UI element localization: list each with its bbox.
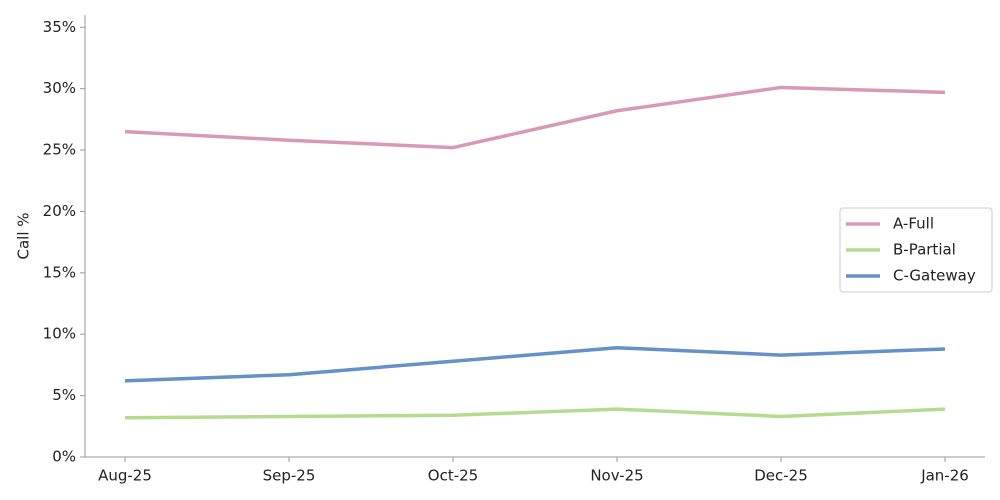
y-tick-label: 0% xyxy=(52,448,76,466)
x-tick-label: Nov-25 xyxy=(590,467,643,485)
x-tick-label: Dec-25 xyxy=(754,467,808,485)
legend-label: B-Partial xyxy=(893,241,956,259)
series-line xyxy=(124,85,946,150)
series-line xyxy=(124,345,946,383)
series-line xyxy=(124,407,946,420)
x-tick-label: Oct-25 xyxy=(428,467,478,485)
y-tick-label: 15% xyxy=(43,263,76,281)
y-tick-label: 35% xyxy=(43,18,76,36)
x-tick-label: Jan-26 xyxy=(920,467,969,485)
legend-box xyxy=(839,207,993,293)
y-tick-label: 25% xyxy=(43,141,76,159)
legend-label: A-Full xyxy=(893,215,934,233)
y-tick-label: 5% xyxy=(52,386,76,404)
y-tick-label: 20% xyxy=(43,202,76,220)
legend-label: C-Gateway xyxy=(893,267,976,285)
y-tick-label: 30% xyxy=(43,79,76,97)
y-axis-label: Call % xyxy=(15,212,33,259)
x-tick-label: Aug-25 xyxy=(98,467,152,485)
y-tick-label: 10% xyxy=(43,325,76,343)
x-tick-label: Sep-25 xyxy=(263,467,316,485)
